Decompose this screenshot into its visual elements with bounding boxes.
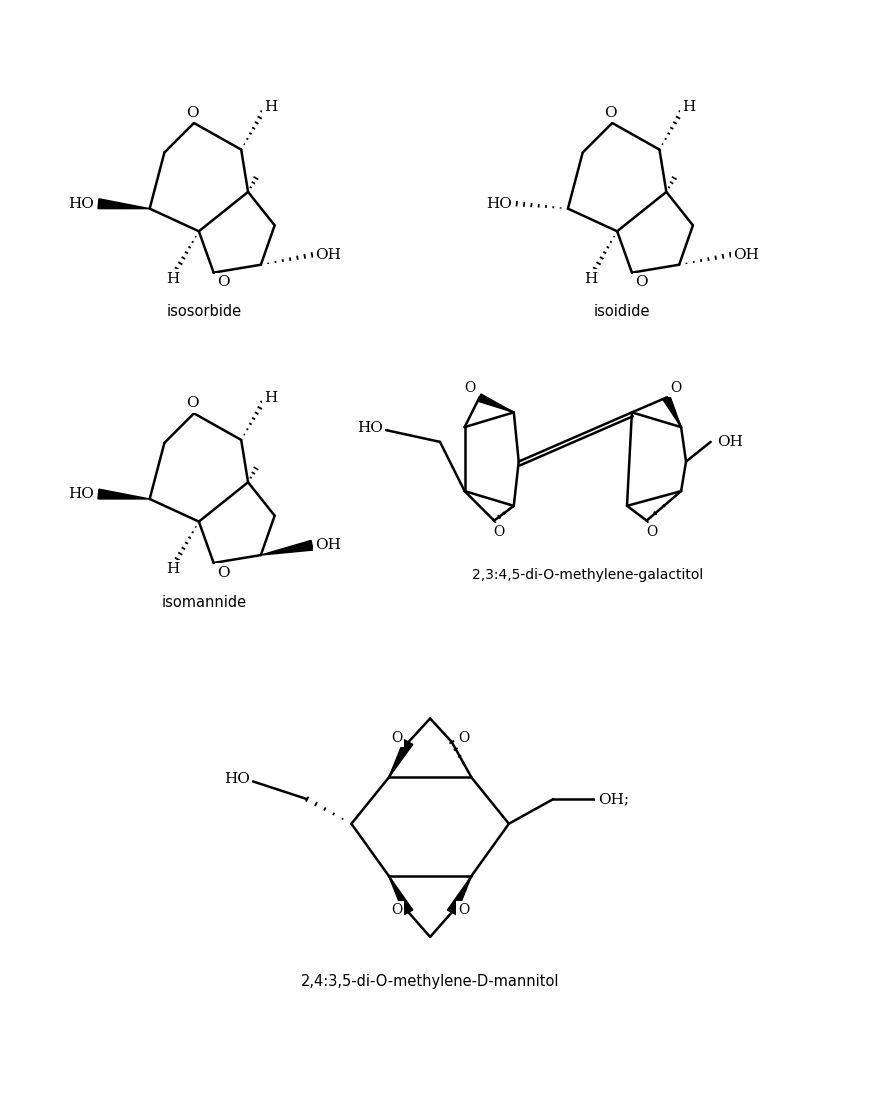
Text: OH: OH <box>717 435 743 449</box>
Text: 2,3:4,5-di-O-methylene-galactitol: 2,3:4,5-di-O-methylene-galactitol <box>472 568 702 581</box>
Text: H: H <box>166 272 179 285</box>
Polygon shape <box>477 394 513 413</box>
Text: O: O <box>390 731 402 745</box>
Text: HO: HO <box>224 773 250 786</box>
Text: HO: HO <box>68 197 94 210</box>
Text: isosorbide: isosorbide <box>166 304 241 320</box>
Text: O: O <box>185 397 198 410</box>
Text: HO: HO <box>68 487 94 501</box>
Text: O: O <box>217 275 230 290</box>
Text: OH: OH <box>315 538 340 552</box>
Text: O: O <box>670 381 681 395</box>
Text: OH: OH <box>315 248 340 262</box>
Text: O: O <box>458 731 468 745</box>
Text: O: O <box>458 903 468 918</box>
Text: 2,4:3,5-di-O-methylene-D-mannitol: 2,4:3,5-di-O-methylene-D-mannitol <box>301 974 559 988</box>
Text: H: H <box>264 390 277 405</box>
Text: O: O <box>217 566 230 580</box>
Text: isomannide: isomannide <box>161 595 246 609</box>
Polygon shape <box>98 199 149 209</box>
Text: H: H <box>583 272 596 285</box>
Text: H: H <box>264 101 277 114</box>
Text: OH: OH <box>732 248 758 262</box>
Text: HO: HO <box>486 197 511 210</box>
Polygon shape <box>662 396 681 427</box>
Text: H: H <box>681 101 695 114</box>
Polygon shape <box>389 875 412 915</box>
Polygon shape <box>447 875 471 915</box>
Text: O: O <box>185 106 198 120</box>
Text: O: O <box>390 903 402 918</box>
Polygon shape <box>389 740 412 777</box>
Text: isoidide: isoidide <box>593 304 650 320</box>
Polygon shape <box>98 490 149 499</box>
Text: OH;: OH; <box>597 793 628 806</box>
Polygon shape <box>260 540 312 555</box>
Text: O: O <box>603 106 616 120</box>
Text: O: O <box>645 525 657 539</box>
Text: HO: HO <box>357 421 382 435</box>
Text: O: O <box>493 525 504 539</box>
Text: O: O <box>463 381 474 395</box>
Text: O: O <box>635 275 647 290</box>
Text: H: H <box>166 562 179 576</box>
